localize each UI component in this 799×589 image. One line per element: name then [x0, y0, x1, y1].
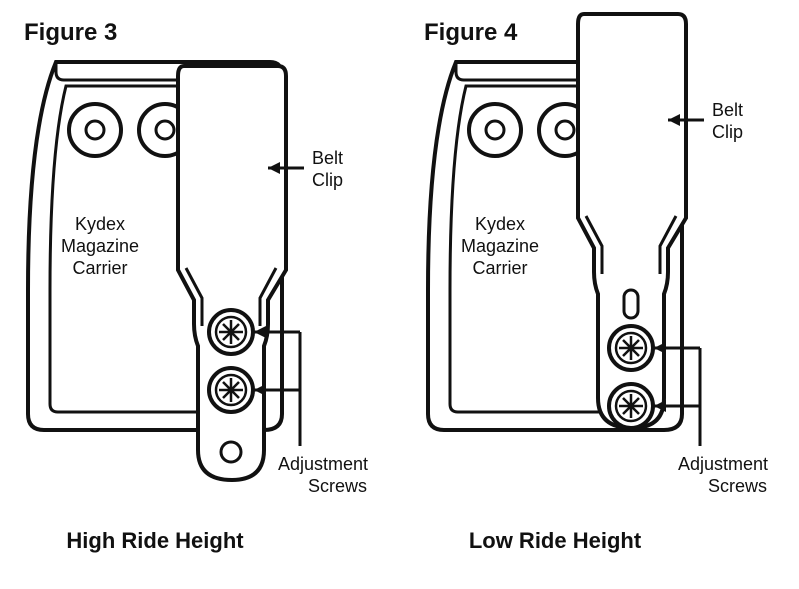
screws-label-right-2: Screws: [708, 476, 767, 496]
carrier-label-right-1: Kydex: [475, 214, 525, 234]
figure-4: Figure 4 Kydex Magazine Carrier: [424, 14, 768, 553]
figure-3-title: Figure 3: [24, 19, 117, 46]
figure-4-caption: Low Ride Height: [469, 528, 642, 553]
carrier-label-right-2: Magazine: [461, 236, 539, 256]
screws-label-left-2: Screws: [308, 476, 367, 496]
diagram-page: Figure 3 Kydex Magazine Carrier: [0, 0, 799, 589]
carrier-label-left-3: Carrier: [72, 258, 127, 278]
figure-3-caption: High Ride Height: [66, 528, 244, 553]
screws-label-left-1: Adjustment: [278, 454, 368, 474]
belt-clip-label-left-1: Belt: [312, 148, 343, 168]
belt-clip-label-right-1: Belt: [712, 100, 743, 120]
screws-label-right-1: Adjustment: [678, 454, 768, 474]
carrier-label-left-2: Magazine: [61, 236, 139, 256]
figure-4-title: Figure 4: [424, 19, 518, 46]
carrier-label-right-3: Carrier: [472, 258, 527, 278]
diagram-svg: Figure 3 Kydex Magazine Carrier: [0, 0, 799, 589]
carrier-label-left-1: Kydex: [75, 214, 125, 234]
belt-clip-label-right-2: Clip: [712, 122, 743, 142]
figure-3: Figure 3 Kydex Magazine Carrier: [24, 19, 368, 553]
belt-clip-label-left-2: Clip: [312, 170, 343, 190]
